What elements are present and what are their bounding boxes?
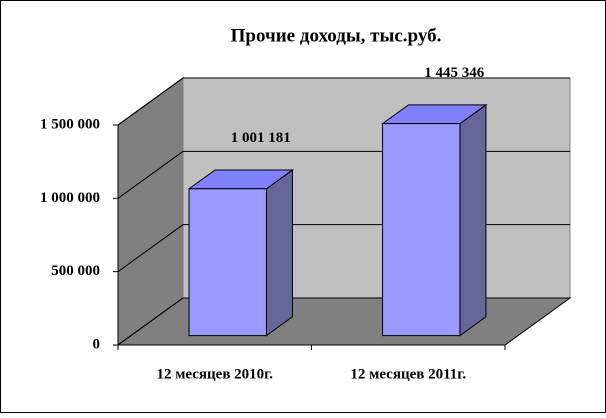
bar	[382, 123, 461, 337]
bar-side	[265, 168, 293, 337]
bar	[188, 188, 267, 337]
x-tick-label: 12 месяцев 2010г.	[156, 366, 273, 382]
value-label: 1 445 346	[424, 65, 485, 81]
grid-line	[117, 77, 570, 126]
y-tick-label: 1 000 000	[40, 190, 100, 206]
y-tick-label: 500 000	[51, 263, 100, 279]
floor	[116, 297, 572, 346]
y-tick-label: 0	[93, 336, 101, 352]
chart-title: Прочие доходы, тыс.руб.	[231, 25, 442, 46]
y-tick-label: 1 500 000	[40, 116, 100, 132]
bar-side	[459, 103, 487, 337]
x-tick-label: 12 месяцев 2011г.	[350, 366, 466, 382]
value-label: 1 001 181	[231, 130, 291, 146]
